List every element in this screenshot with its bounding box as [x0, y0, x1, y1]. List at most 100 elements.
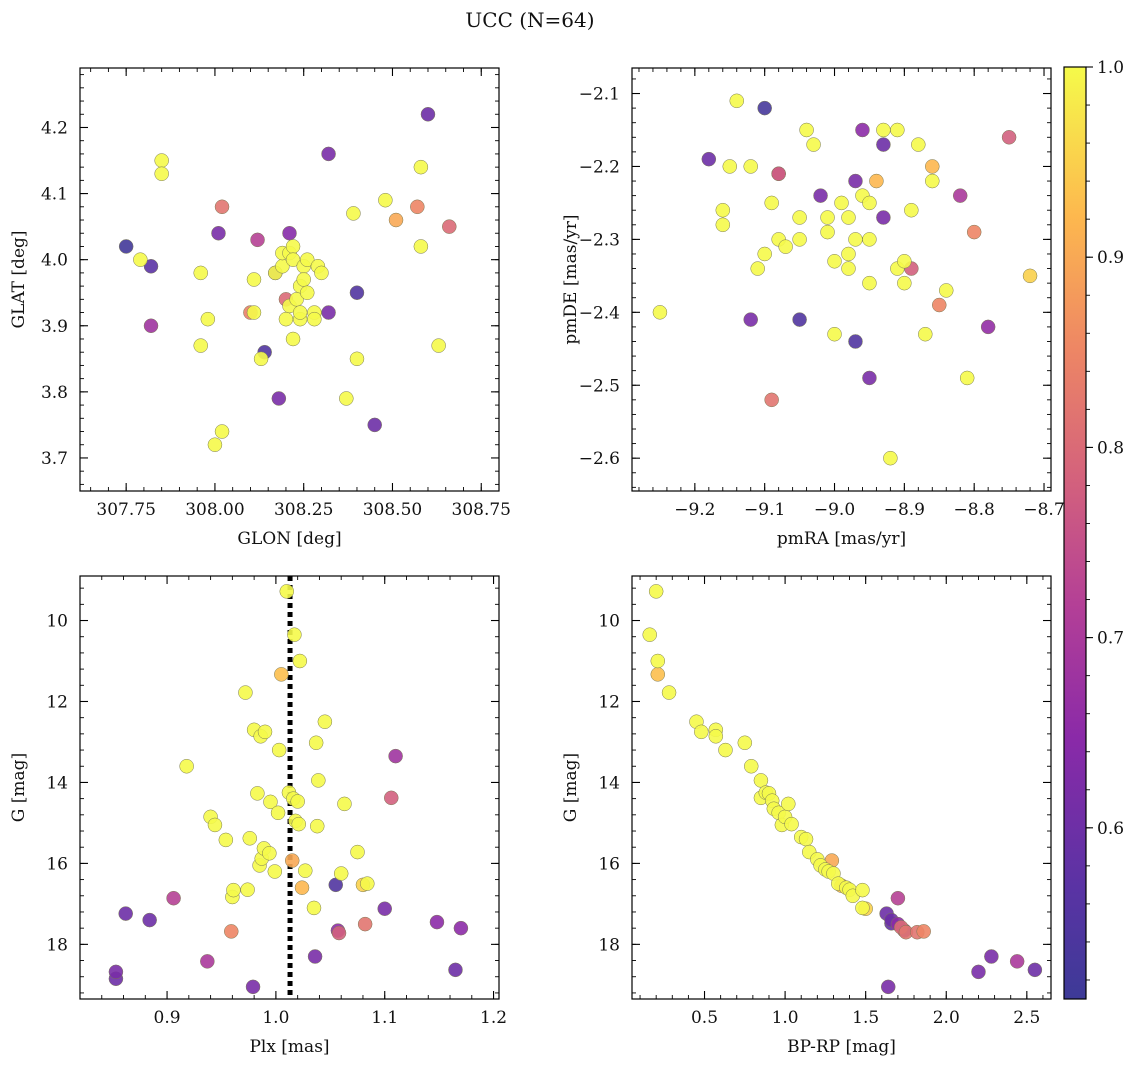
scatter-point [650, 653, 666, 669]
panel-plx-g: 0.9 1.0 1.1 1.2 10 12 14 16 18 Plx [mas] G [mag] [9, 575, 507, 1057]
x-tick-label: 308.25 [274, 500, 333, 520]
scatter-point [118, 906, 133, 921]
scatter-point [308, 735, 324, 751]
scatter-point [757, 100, 772, 116]
scatter-point [743, 159, 758, 174]
scatter-point [827, 254, 842, 269]
x-tick-label: 308.75 [452, 500, 511, 520]
scatter-point [279, 584, 295, 599]
scatter-point [282, 225, 297, 241]
scatter-point [694, 724, 709, 740]
scatter-point [876, 210, 891, 225]
scatter-point [904, 202, 919, 218]
x-tick-label: 2.0 [933, 1008, 960, 1028]
scatter-point [253, 351, 269, 367]
scatter-point [848, 232, 863, 247]
scatter-point [250, 232, 265, 248]
scatter-point [429, 914, 445, 930]
scatter-point [918, 326, 933, 342]
plot-frame [79, 67, 500, 492]
scatter-point [242, 831, 258, 846]
x-tick-label: 1.0 [262, 1008, 289, 1028]
x-tick-label: −9.1 [744, 500, 785, 520]
scatter-point [285, 239, 301, 254]
scatter-point [916, 924, 931, 939]
x-axis-label: GLON [deg] [237, 529, 341, 549]
scatter-point [245, 979, 261, 995]
scatter-point [855, 900, 870, 916]
scatter-point [278, 311, 294, 327]
scatter-point [764, 392, 779, 408]
scatter-point [744, 758, 759, 774]
scatter-point [384, 790, 399, 806]
scatter-point [743, 312, 758, 327]
panel-pm: −9.2 −9.1 −9.0 −8.9 −8.8 −8.7 −2.6 −2.5 −2.4 −2.3… [561, 67, 1065, 549]
scatter-point [792, 232, 807, 247]
scatter-point [932, 297, 947, 313]
scatter-point [349, 285, 365, 300]
scatter-point [737, 735, 753, 751]
scatter-point [179, 758, 194, 774]
scatter-point [718, 742, 733, 758]
scatter-point [798, 831, 814, 847]
scatter-point [300, 285, 315, 300]
scatter-point [764, 195, 779, 211]
scatter-point [291, 816, 307, 832]
x-tick-label: 308.00 [185, 500, 244, 520]
scatter-point [350, 844, 365, 860]
scatter-point [855, 882, 870, 898]
panel-cmd: 0.5 1.0 1.5 2.0 2.5 10 12 14 16 18 BP-RP [mag] G [m… [561, 575, 1052, 1057]
y-tick-label: 14 [598, 773, 620, 793]
x-tick-label: −9.0 [814, 500, 855, 520]
scatter-point [827, 326, 842, 342]
x-tick-label: −8.7 [1023, 500, 1064, 520]
scatter-point [862, 232, 877, 247]
scatter-point [257, 724, 273, 740]
scatter-point [820, 224, 835, 240]
scatter-point [883, 450, 898, 466]
scatter-point [271, 391, 287, 406]
scatter-point [388, 748, 403, 764]
y-tick-label: 12 [46, 692, 68, 712]
y-tick-label: 4.0 [41, 251, 68, 271]
scatter-point [848, 334, 863, 349]
scatter-point [290, 794, 305, 809]
y-tick-label: −2.5 [579, 376, 620, 396]
scatter-point [848, 173, 863, 189]
y-tick-label: 10 [598, 612, 620, 632]
scatter-point [142, 912, 157, 928]
scatter-point [890, 122, 905, 138]
scatter-point [722, 159, 738, 174]
scatter-point [310, 818, 325, 834]
y-tick-label: −2.2 [579, 157, 620, 177]
scatter-point [757, 246, 772, 262]
scatter-point [296, 272, 311, 287]
y-axis-label: pmDE [mas/yr] [561, 214, 581, 344]
y-tick-label: 4.2 [41, 118, 68, 138]
scatter-point [966, 224, 982, 240]
scatter-point [413, 239, 429, 254]
colorbar: 0.6 0.7 0.8 0.9 1.0 [1063, 58, 1124, 1000]
scatter-point [214, 424, 230, 439]
scatter-point [784, 816, 799, 832]
scatter-point [214, 199, 230, 215]
scatter-point [388, 212, 404, 228]
scatter-point [1022, 268, 1038, 284]
scatter-point [250, 786, 265, 801]
scatter-point [224, 924, 239, 939]
scatter-point [897, 254, 912, 269]
scatter-point [1001, 130, 1017, 145]
y-tick-label: 18 [598, 935, 620, 955]
scatter-point [271, 742, 287, 758]
scatter-point [952, 188, 968, 203]
scatter-point [193, 338, 208, 353]
scatter-point [321, 146, 336, 162]
x-axis-label: pmRA [mas/yr] [777, 529, 906, 549]
scatter-point [420, 107, 436, 122]
figure-title: UCC (N=64) [465, 8, 594, 32]
scatter-point [307, 311, 322, 327]
scatter-point [262, 846, 277, 861]
scatter-point [333, 866, 349, 881]
scatter-point [1027, 962, 1043, 978]
scatter-point [200, 954, 215, 969]
